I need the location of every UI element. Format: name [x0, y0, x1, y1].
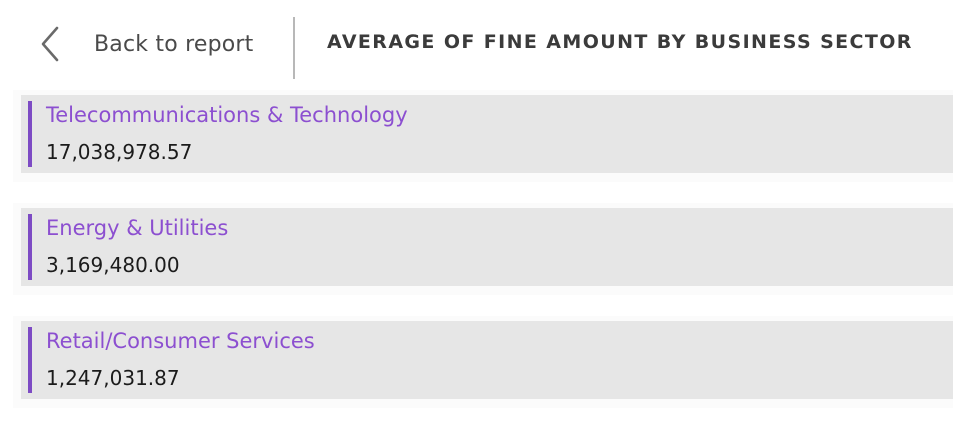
list-item-value: 1,247,031.87 — [46, 366, 180, 390]
back-to-report-label: Back to report — [94, 31, 254, 57]
list-item-accent-bar — [28, 214, 32, 280]
list-item-accent-bar — [28, 101, 32, 167]
list-item-label: Telecommunications & Technology — [46, 103, 408, 127]
list-item-accent-bar — [28, 327, 32, 393]
page-title: AVERAGE OF FINE AMOUNT BY BUSINESS SECTO… — [327, 31, 913, 53]
chevron-left-icon — [36, 24, 64, 64]
header-divider — [293, 17, 295, 79]
list-item-value: 3,169,480.00 — [46, 253, 180, 277]
list-item[interactable]: Energy & Utilities 3,169,480.00 — [21, 208, 953, 286]
list-item[interactable]: Telecommunications & Technology 17,038,9… — [21, 95, 953, 173]
list-item-label: Retail/Consumer Services — [46, 329, 315, 353]
header: Back to report AVERAGE OF FINE AMOUNT BY… — [0, 0, 953, 88]
list-item-value: 17,038,978.57 — [46, 140, 193, 164]
list-item-label: Energy & Utilities — [46, 216, 229, 240]
back-to-report-button[interactable]: Back to report — [36, 24, 253, 64]
list-item[interactable]: Retail/Consumer Services 1,247,031.87 — [21, 321, 953, 399]
